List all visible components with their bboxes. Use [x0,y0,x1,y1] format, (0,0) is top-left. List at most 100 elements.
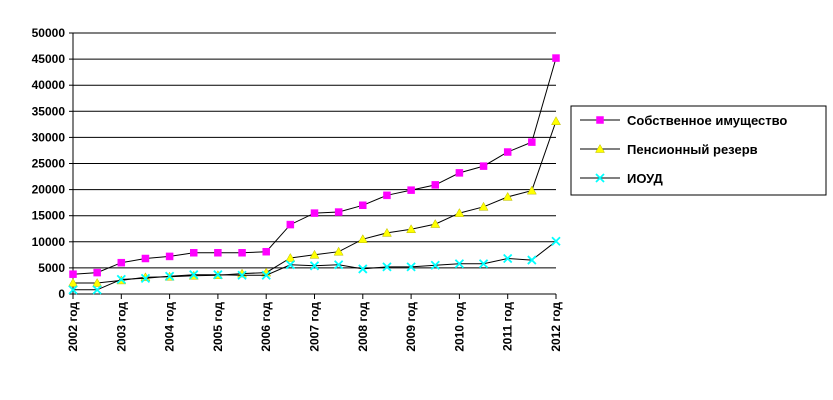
marker-stroke [430,260,440,270]
data-point [430,260,440,270]
marker-stroke [503,253,513,264]
x-tick-label: 2004 год [163,302,177,352]
y-tick-label: 45000 [32,52,66,66]
data-point [479,162,488,170]
data-point [382,262,392,272]
y-tick-label: 35000 [32,104,66,118]
y-tick-label: 40000 [32,78,66,92]
data-point [68,285,78,295]
legend-item-3: ИОУД [580,171,664,186]
data-point [165,252,174,261]
gridlines [73,32,556,295]
x-tick-label: 2008 год [356,302,370,352]
data-point [503,148,512,156]
data-point [238,249,246,257]
legend-marker [596,116,604,124]
data-point [551,116,561,125]
data-point [406,224,417,234]
data-point [551,236,561,246]
x-tick-label: 2002 год [66,302,80,352]
marker-stroke [237,270,247,280]
marker-stroke [478,259,489,269]
x-tick-label: 2003 год [114,302,128,352]
x-tick-label: 2009 год [404,302,418,352]
marker-stroke [309,261,320,271]
data-point [454,259,465,269]
data-point [189,270,199,280]
marker-stroke [213,270,223,280]
marker-stroke [68,285,78,295]
data-point [237,270,247,280]
data-point [92,285,102,295]
marker-stroke [189,270,199,280]
y-tick-label: 5000 [38,261,65,275]
data-point [286,220,295,229]
marker-stroke [164,271,175,281]
data-point [454,208,465,217]
series-3 [68,236,561,295]
marker-stroke [116,274,126,285]
x-tick-label: 2011 год [501,302,515,351]
legend-item-2: Пенсионный резерв [580,142,758,157]
y-tick-label: 20000 [32,183,66,197]
marker-stroke [92,285,102,295]
x-tick-label: 2007 год [308,302,322,352]
data-point [333,246,344,256]
marker-stroke [358,264,368,274]
data-point [357,234,368,243]
data-point [526,185,537,195]
data-point [406,262,416,272]
series-1 [69,54,560,278]
legend: Собственное имущество Пенсионный резерв ИО… [570,105,827,196]
data-point [116,274,126,285]
data-point [309,249,320,259]
y-tick-label: 10000 [32,235,66,249]
data-point [407,186,415,194]
y-tick-label: 0 [58,287,65,301]
y-tick-label: 30000 [32,130,66,144]
y-tick-label: 50000 [32,26,66,40]
data-point [68,278,78,287]
legend-label: ИОУД [627,171,664,186]
series-group [68,54,561,295]
data-point [383,191,391,200]
data-point [93,268,101,277]
data-point [309,261,320,271]
data-point [262,247,270,256]
data-point [503,253,513,264]
marker-stroke [285,260,295,270]
data-point [164,271,175,281]
data-point [478,201,489,211]
data-point [190,249,198,257]
x-tick-label: 2012 год [549,302,563,352]
marker-stroke [595,173,605,183]
legend-label: Собственное имущество [627,113,787,128]
y-tick-label: 25000 [32,157,66,171]
data-point [310,209,319,217]
legend-marker [595,143,605,153]
y-tick-label: 15000 [32,209,66,223]
data-point [431,181,439,189]
data-point [382,227,392,237]
legend-marker [595,173,605,183]
marker-stroke [454,259,465,269]
marker-stroke [140,273,151,283]
data-point [285,260,295,270]
data-point [285,252,296,262]
data-point [358,264,368,274]
marker-stroke [551,236,561,246]
x-tick-label: 2010 год [452,302,466,352]
data-point [141,254,150,263]
data-point [478,259,489,269]
data-point [334,208,343,216]
data-point [334,260,344,270]
data-point [213,270,223,280]
x-tick-label: 2005 год [211,302,225,352]
data-point [92,278,103,287]
marker-stroke [406,262,416,272]
data-point [69,270,77,278]
marker-stroke [527,255,537,265]
legend-label: Пенсионный резерв [627,142,758,157]
